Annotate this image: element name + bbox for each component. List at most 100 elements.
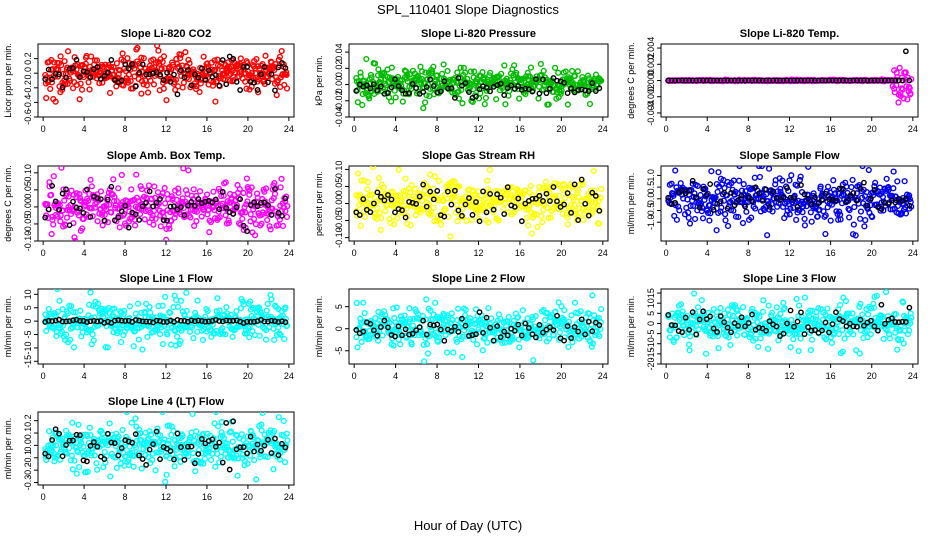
data-point bbox=[101, 465, 106, 470]
data-point bbox=[483, 96, 488, 101]
data-point bbox=[553, 65, 558, 70]
data-point bbox=[828, 218, 833, 223]
data-point bbox=[460, 355, 465, 360]
data-point bbox=[191, 187, 196, 192]
data-point bbox=[230, 334, 235, 339]
data-point-black bbox=[827, 330, 831, 334]
data-point bbox=[445, 69, 450, 74]
data-point bbox=[129, 420, 134, 425]
data-point-black bbox=[513, 205, 517, 209]
data-point-black bbox=[555, 314, 559, 318]
data-point bbox=[850, 178, 855, 183]
data-point-black bbox=[456, 208, 460, 212]
data-point bbox=[436, 178, 441, 183]
data-point-black bbox=[386, 91, 390, 95]
x-tick-label: 24 bbox=[284, 371, 294, 381]
data-point bbox=[359, 339, 364, 344]
panel-title: Slope Line 1 Flow bbox=[120, 273, 213, 285]
data-point bbox=[802, 223, 807, 228]
data-point bbox=[147, 183, 152, 188]
data-point-black bbox=[165, 71, 169, 75]
x-tick-label: 12 bbox=[161, 492, 171, 502]
data-point bbox=[248, 212, 253, 217]
y-tick-label: -10 bbox=[23, 341, 33, 354]
data-point bbox=[383, 209, 388, 214]
data-point bbox=[162, 54, 167, 59]
data-point-black bbox=[449, 202, 453, 206]
data-point bbox=[570, 69, 575, 74]
x-tick-label: 16 bbox=[202, 248, 212, 258]
data-point bbox=[215, 296, 220, 301]
data-point bbox=[364, 57, 369, 62]
panel-title: Slope Li-820 CO2 bbox=[121, 28, 211, 40]
data-point-black bbox=[375, 88, 379, 92]
x-tick-label: 0 bbox=[664, 248, 669, 258]
x-tick-label: 20 bbox=[243, 124, 253, 134]
data-point-black bbox=[555, 199, 559, 203]
x-tick-label: 0 bbox=[41, 124, 46, 134]
data-point bbox=[741, 182, 746, 187]
data-point-black bbox=[428, 189, 432, 193]
data-point bbox=[108, 91, 113, 96]
data-point bbox=[51, 222, 56, 227]
data-point bbox=[44, 329, 49, 334]
y-axis-label: ml/min per min. bbox=[626, 173, 636, 235]
x-tick-label: 8 bbox=[746, 371, 751, 381]
data-point-black bbox=[587, 320, 591, 324]
data-point bbox=[224, 305, 229, 310]
x-tick-label: 16 bbox=[515, 124, 525, 134]
x-tick-label: 4 bbox=[393, 371, 398, 381]
data-point bbox=[531, 358, 536, 363]
data-point bbox=[145, 335, 150, 340]
data-point bbox=[590, 293, 595, 298]
data-point bbox=[180, 85, 185, 90]
data-point-black bbox=[435, 189, 439, 193]
data-point bbox=[264, 337, 269, 342]
x-tick-label: 8 bbox=[435, 124, 440, 134]
data-point bbox=[133, 416, 138, 421]
data-point bbox=[119, 340, 124, 345]
data-point bbox=[728, 343, 733, 348]
data-point bbox=[163, 479, 168, 484]
data-point bbox=[151, 222, 156, 227]
data-point-black bbox=[855, 198, 859, 202]
data-point bbox=[88, 290, 93, 295]
data-point bbox=[244, 176, 249, 181]
data-point-black bbox=[81, 211, 85, 215]
data-point-black bbox=[217, 83, 221, 87]
data-point bbox=[125, 56, 130, 61]
data-point bbox=[359, 223, 364, 228]
data-point bbox=[852, 205, 857, 210]
data-point bbox=[156, 48, 161, 53]
data-point bbox=[693, 217, 698, 222]
data-point bbox=[107, 421, 112, 426]
data-point-black bbox=[273, 88, 277, 92]
data-point bbox=[501, 207, 506, 212]
data-point bbox=[709, 169, 714, 174]
data-point bbox=[674, 217, 679, 222]
y-tick-label: 0.0 bbox=[646, 193, 656, 206]
data-point bbox=[809, 219, 814, 224]
data-point bbox=[375, 206, 380, 211]
data-point bbox=[901, 341, 906, 346]
panel-title: Slope Li-820 Pressure bbox=[421, 28, 536, 40]
scatter-points bbox=[666, 164, 914, 238]
data-point bbox=[69, 453, 74, 458]
x-tick-label: 8 bbox=[746, 248, 751, 258]
data-point bbox=[147, 305, 152, 310]
x-tick-label: 20 bbox=[556, 124, 566, 134]
data-point bbox=[524, 216, 529, 221]
data-point bbox=[741, 305, 746, 310]
data-point bbox=[687, 342, 692, 347]
data-point bbox=[517, 345, 522, 350]
data-point-black bbox=[442, 339, 446, 343]
data-point bbox=[506, 315, 511, 320]
data-point bbox=[798, 336, 803, 341]
data-point bbox=[389, 99, 394, 104]
data-point bbox=[356, 171, 361, 176]
